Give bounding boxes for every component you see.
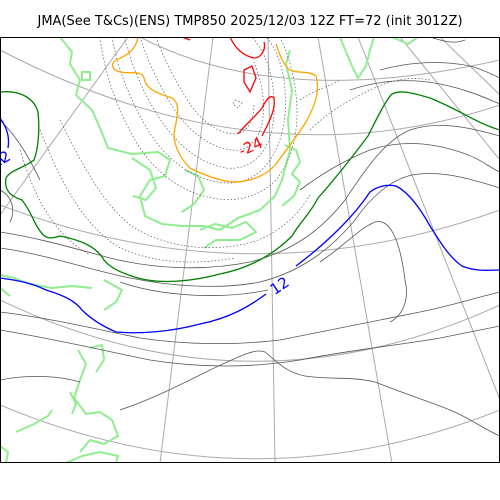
contour-label-minus12: -12	[0, 147, 14, 175]
red-isotherms	[181, 37, 275, 137]
contour-label-minus24: -24	[236, 134, 266, 160]
contour-label-plus12: 12	[267, 273, 293, 299]
blue-isotherm	[0, 117, 500, 334]
graticule-meridians	[0, 37, 500, 463]
orange-isotherm	[111, 37, 319, 183]
temperature-map: -24 -12 12	[0, 37, 500, 463]
map-title: JMA(See T&Cs)(ENS) TMP850 2025/12/03 12Z…	[37, 14, 463, 29]
graticule-parallels	[0, 37, 500, 460]
green-isotherm	[0, 91, 500, 283]
grey-isotherms	[0, 37, 500, 437]
dotted-isotherms	[19, 37, 431, 263]
coastlines	[0, 37, 419, 463]
